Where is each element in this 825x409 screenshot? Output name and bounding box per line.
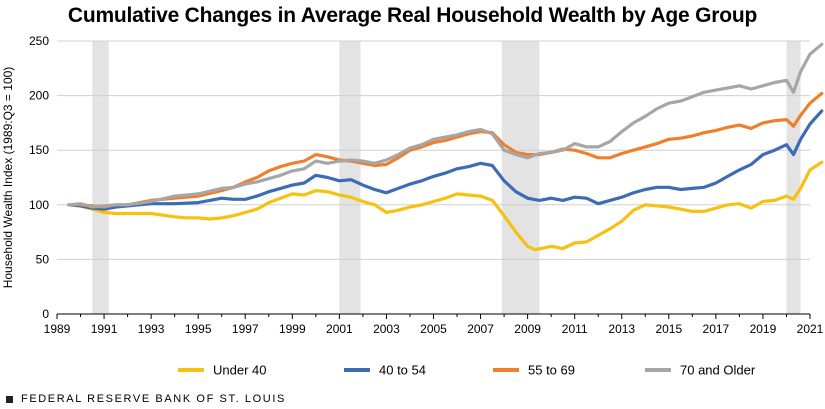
legend-label-3: 70 and Older (680, 363, 756, 378)
x-tick-label-1997: 1997 (232, 322, 259, 336)
recession-band-1 (339, 41, 361, 314)
x-tick-label-2017: 2017 (703, 322, 730, 336)
y-tick-label-200: 200 (29, 89, 49, 103)
y-tick-label-0: 0 (42, 307, 49, 321)
legend-label-1: 40 to 54 (379, 363, 426, 378)
x-tick-label-1991: 1991 (91, 322, 118, 336)
x-tick-label-2003: 2003 (373, 322, 400, 336)
x-tick-label-2013: 2013 (608, 322, 635, 336)
x-tick-label-2021: 2021 (797, 322, 824, 336)
footer-logo-square (6, 395, 13, 403)
y-tick-label-150: 150 (29, 143, 49, 157)
y-tick-label-250: 250 (29, 34, 49, 48)
legend-label-2: 55 to 69 (528, 363, 575, 378)
axes: 0 50 100 150 200 250 1989 1991 1993 1995 1997 1999 2… (1, 34, 824, 336)
y-tick-label-100: 100 (29, 198, 49, 212)
x-tick-label-2001: 2001 (326, 322, 353, 336)
y-tick-label-50: 50 (36, 252, 50, 266)
grid-lines (57, 40, 810, 260)
series-lines (67, 42, 824, 252)
recession-band-0 (92, 41, 109, 314)
x-tick-label-2005: 2005 (420, 322, 447, 336)
footer-text: FEDERAL RESERVE BANK OF ST. LOUIS (21, 393, 286, 405)
chart-title: Cumulative Changes in Average Real House… (67, 4, 758, 27)
x-tick-label-1999: 1999 (279, 322, 306, 336)
x-tick-label-2015: 2015 (655, 322, 682, 336)
series-line-40-to-54 (67, 109, 824, 211)
legend-label-0: Under 40 (213, 363, 266, 378)
legend: Under 40 40 to 54 55 to 69 70 and Older (178, 363, 756, 378)
recession-bands (92, 41, 801, 314)
x-tick-label-1993: 1993 (138, 322, 165, 336)
series-line-under-40 (67, 160, 824, 252)
x-tick-label-2019: 2019 (750, 322, 777, 336)
series-line-70-and-older (67, 42, 824, 209)
x-tick-label-1995: 1995 (185, 322, 212, 336)
recession-band-3 (786, 41, 801, 314)
x-tick-label-1989: 1989 (44, 322, 71, 336)
x-tick-label-2011: 2011 (562, 322, 588, 336)
x-tick-label-2007: 2007 (467, 322, 494, 336)
recession-band-2 (501, 41, 540, 314)
y-axis-label: Household Wealth Index (1989:Q3 = 100) (1, 67, 15, 289)
footer: FEDERAL RESERVE BANK OF ST. LOUIS (6, 393, 286, 405)
x-tick-label-2009: 2009 (514, 322, 541, 336)
